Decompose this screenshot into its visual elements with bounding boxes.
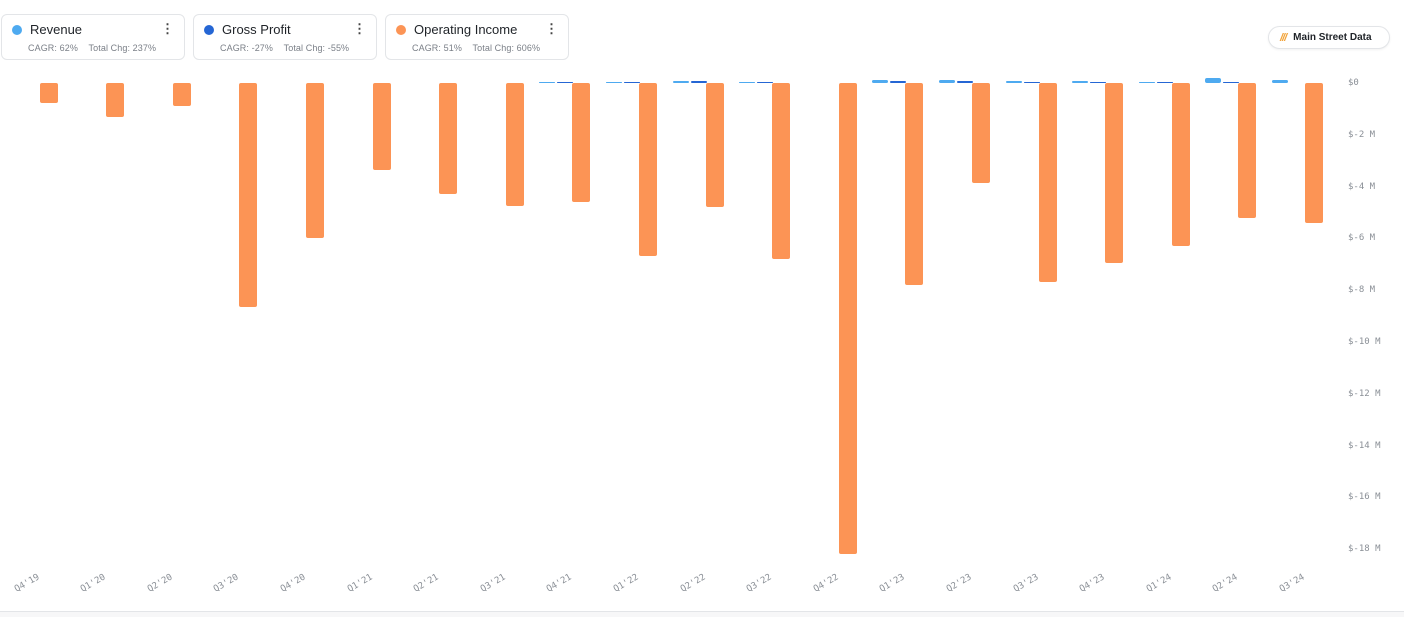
x-axis-tick: Q1'24: [1144, 572, 1174, 595]
x-axis-tick: Q3'20: [212, 572, 241, 595]
legend-card-gross-profit[interactable]: Gross Profit CAGR: -27% Total Chg: -55% …: [193, 14, 377, 60]
gross-profit-bar[interactable]: [1090, 81, 1107, 83]
operating-income-bar[interactable]: [305, 83, 324, 239]
gross-profit-bar[interactable]: [623, 81, 640, 83]
revenue-bar[interactable]: [938, 80, 955, 83]
y-axis-tick: $-12 M: [1348, 388, 1381, 399]
more-options-icon[interactable]: ⋮: [161, 21, 174, 36]
legend: Revenue CAGR: 62% Total Chg: 237% ⋮ Gros…: [1, 14, 569, 60]
revenue-bar[interactable]: [1271, 79, 1288, 83]
x-axis-tick: Q4'21: [545, 572, 574, 595]
revenue-bar[interactable]: [1005, 81, 1022, 83]
gross-profit-bar[interactable]: [690, 80, 707, 83]
x-axis-tick: Q4'19: [12, 572, 41, 595]
revenue-bar[interactable]: [739, 81, 756, 83]
total-change-value: Total Chg: -55%: [283, 43, 350, 53]
operating-income-bar[interactable]: [1304, 83, 1323, 223]
operating-income-bar[interactable]: [1038, 83, 1057, 282]
y-axis-tick: $-4 M: [1348, 181, 1376, 192]
brand-logo-icon: ///: [1280, 31, 1287, 44]
operating-income-bar[interactable]: [838, 83, 857, 555]
operating-income-bar[interactable]: [172, 83, 191, 106]
x-axis-tick: Q3'21: [478, 572, 508, 595]
gross-profit-bar[interactable]: [956, 81, 973, 83]
legend-title: Operating Income: [414, 22, 518, 37]
x-axis-tick: Q2'23: [944, 572, 974, 595]
operating-income-bar[interactable]: [638, 83, 657, 256]
x-axis-tick: Q2'24: [1211, 572, 1240, 595]
x-axis-tick: Q4'23: [1078, 572, 1107, 595]
operating-income-bar[interactable]: [1105, 83, 1124, 263]
gross-profit-bar[interactable]: [1223, 81, 1240, 83]
revenue-bar[interactable]: [1072, 81, 1089, 83]
gross-profit-bar[interactable]: [890, 80, 907, 83]
y-axis-tick: $-2 M: [1348, 129, 1376, 140]
x-axis-tick: Q2'21: [412, 572, 441, 595]
legend-card-operating-income[interactable]: Operating Income CAGR: 51% Total Chg: 60…: [385, 14, 569, 60]
gross-profit-bar[interactable]: [757, 81, 774, 83]
x-axis-tick: Q3'23: [1011, 572, 1040, 595]
revenue-bar[interactable]: [872, 79, 889, 83]
y-axis-tick: $-14 M: [1348, 440, 1381, 451]
brand-label: Main Street Data: [1293, 32, 1372, 43]
operating-income-bar[interactable]: [772, 83, 791, 260]
total-change-value: Total Chg: 606%: [472, 43, 541, 53]
gross-profit-bar[interactable]: [1156, 81, 1173, 83]
x-axis-tick: Q2'22: [678, 572, 707, 595]
gross-profit-dot-icon: [204, 24, 214, 35]
x-axis-tick: Q3'22: [745, 572, 774, 595]
x-axis-tick: Q4'20: [278, 572, 308, 595]
operating-income-bar[interactable]: [439, 83, 458, 195]
gross-profit-bar[interactable]: [557, 81, 574, 83]
cagr-value: CAGR: -27%: [220, 43, 274, 53]
x-axis-tick: Q2'20: [145, 572, 175, 595]
y-axis-tick: $-10 M: [1348, 337, 1381, 347]
x-axis-tick: Q1'22: [611, 572, 641, 595]
more-options-icon[interactable]: ⋮: [353, 21, 366, 36]
operating-income-bar[interactable]: [505, 83, 524, 207]
y-axis-tick: $-6 M: [1348, 233, 1376, 244]
revenue-dot-icon: [12, 24, 22, 35]
total-change-value: Total Chg: 237%: [88, 43, 157, 53]
x-axis-tick: Q1'20: [79, 572, 108, 595]
operating-income-bar[interactable]: [106, 83, 125, 117]
revenue-bar[interactable]: [605, 81, 622, 83]
operating-income-bar[interactable]: [905, 83, 924, 286]
operating-income-bar[interactable]: [372, 83, 391, 171]
operating-income-bar[interactable]: [572, 83, 591, 203]
y-axis-tick: $0: [1348, 78, 1359, 88]
x-axis-tick: Q3'24: [1277, 572, 1307, 595]
revenue-bar[interactable]: [672, 80, 689, 83]
operating-income-bar[interactable]: [705, 83, 724, 207]
cagr-value: CAGR: 62%: [28, 43, 78, 53]
operating-income-bar[interactable]: [239, 83, 258, 308]
bottom-divider: [0, 611, 1404, 617]
revenue-bar[interactable]: [539, 81, 556, 83]
legend-title: Revenue: [30, 22, 83, 37]
operating-income-bar[interactable]: [1238, 83, 1257, 218]
operating-income-bar[interactable]: [39, 83, 58, 103]
gross-profit-bar[interactable]: [1023, 81, 1040, 83]
operating-income-bar[interactable]: [971, 83, 990, 183]
x-axis-tick: Q1'23: [878, 572, 907, 595]
operating-income-bar[interactable]: [1171, 83, 1190, 247]
x-axis-tick: Q4'22: [811, 572, 841, 595]
legend-title: Gross Profit: [222, 22, 291, 37]
x-axis-tick: Q1'21: [345, 572, 374, 595]
operating-income-dot-icon: [396, 24, 406, 35]
main-street-data-badge[interactable]: /// Main Street Data: [1268, 26, 1390, 49]
legend-card-revenue[interactable]: Revenue CAGR: 62% Total Chg: 237% ⋮: [1, 14, 185, 60]
y-axis-tick: $-8 M: [1348, 285, 1376, 296]
revenue-bar[interactable]: [1205, 77, 1222, 83]
more-options-icon[interactable]: ⋮: [545, 21, 558, 36]
revenue-bar[interactable]: [1138, 81, 1155, 83]
y-axis-tick: $-18 M: [1348, 544, 1381, 555]
y-axis-tick: $-16 M: [1348, 492, 1381, 503]
cagr-value: CAGR: 51%: [412, 43, 462, 53]
